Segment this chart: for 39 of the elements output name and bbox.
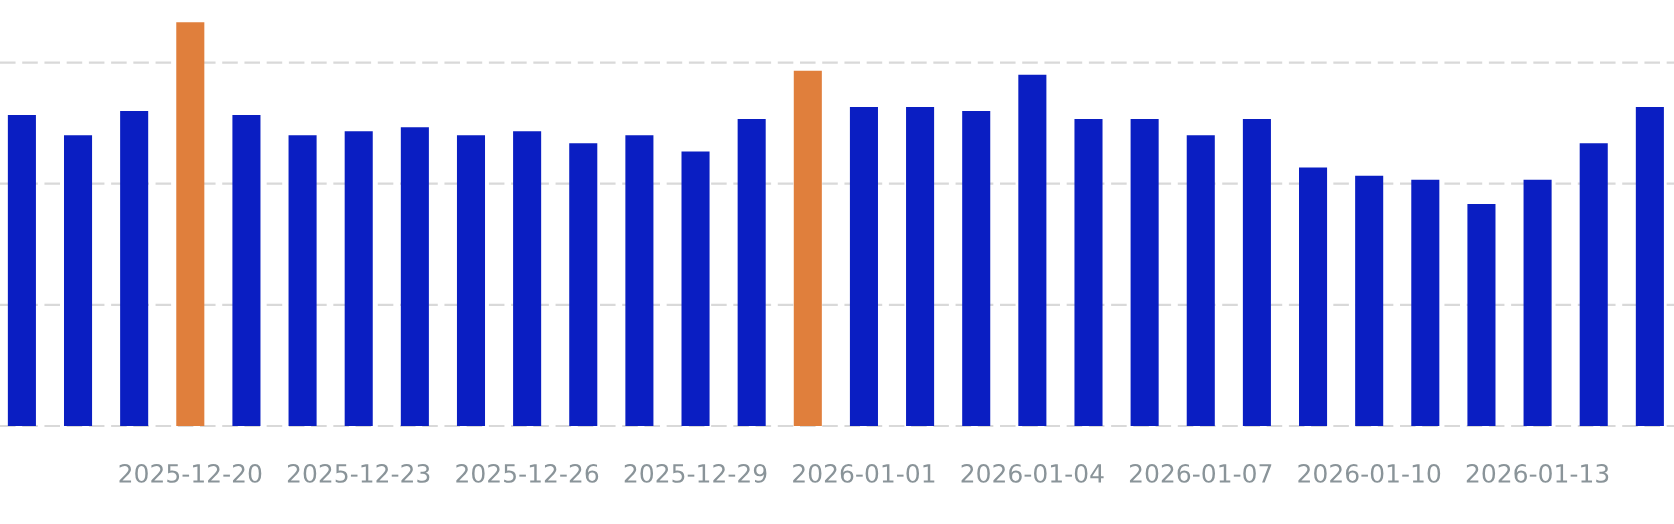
bar bbox=[1579, 143, 1608, 426]
bar bbox=[1299, 167, 1328, 426]
bar bbox=[400, 127, 429, 426]
x-tick-label: 2026-01-01 bbox=[793, 463, 935, 483]
bar bbox=[1355, 175, 1384, 426]
x-tick-label: 2026-01-07 bbox=[1129, 463, 1272, 483]
bar bbox=[906, 107, 935, 426]
bar bbox=[849, 107, 878, 426]
x-tick-label: 2026-01-10 bbox=[1298, 463, 1441, 483]
x-tick-label: 2025-12-20 bbox=[119, 463, 262, 483]
bar bbox=[344, 131, 373, 426]
bar bbox=[456, 135, 486, 426]
bar bbox=[737, 119, 766, 426]
bar bbox=[1018, 74, 1047, 426]
bar bbox=[232, 115, 261, 426]
x-tick-label: 2025-12-23 bbox=[287, 463, 430, 483]
bar bbox=[1130, 119, 1159, 426]
bar bbox=[793, 70, 822, 426]
bar bbox=[1242, 119, 1271, 426]
bar bbox=[1635, 107, 1664, 426]
x-tick-label: 2026-01-13 bbox=[1466, 463, 1609, 483]
bar bbox=[625, 135, 654, 426]
bar bbox=[1411, 179, 1440, 426]
x-tick-label: 2026-01-04 bbox=[961, 463, 1104, 483]
bar bbox=[513, 131, 542, 426]
bar bbox=[176, 22, 205, 426]
bar bbox=[1074, 119, 1103, 426]
x-tick-label: 2025-12-29 bbox=[624, 463, 767, 483]
bar bbox=[1523, 179, 1552, 426]
bar bbox=[569, 143, 598, 426]
bar bbox=[962, 111, 991, 426]
bar bbox=[64, 135, 93, 426]
bar bbox=[288, 135, 317, 426]
bar bbox=[7, 115, 36, 426]
bar bbox=[120, 111, 149, 426]
x-tick-label: 2025-12-26 bbox=[456, 463, 599, 483]
bar bbox=[681, 151, 710, 426]
bar bbox=[1467, 203, 1496, 426]
bar bbox=[1186, 135, 1215, 426]
